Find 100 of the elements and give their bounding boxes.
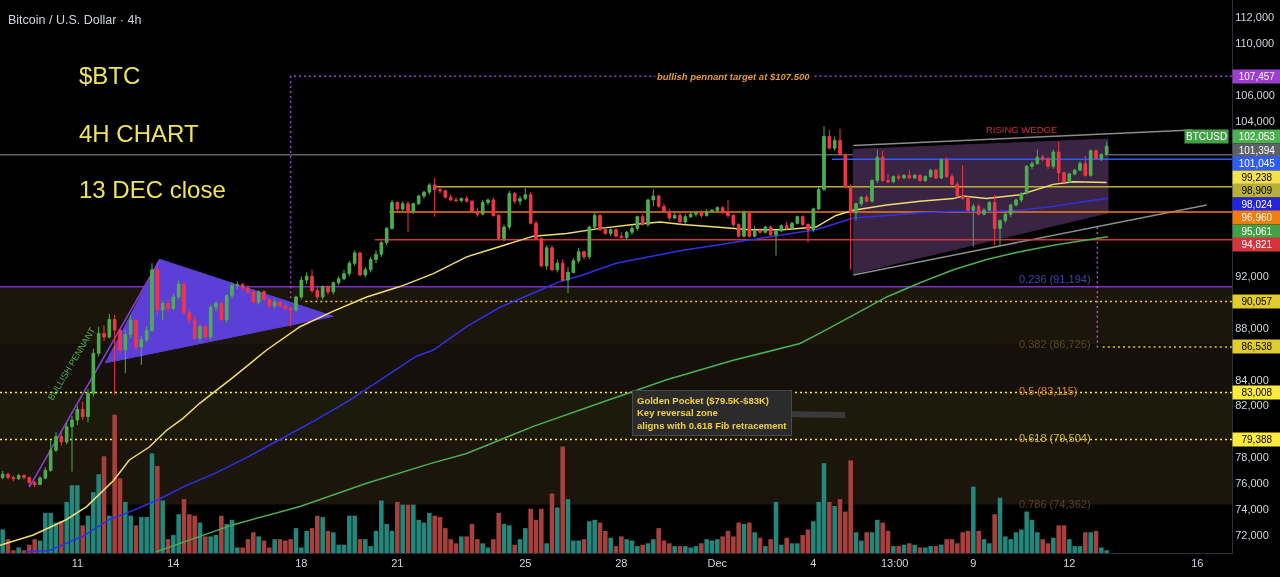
text: 98,024 xyxy=(1241,199,1273,210)
candlestick xyxy=(0,470,5,480)
bar xyxy=(917,547,923,553)
candlestick xyxy=(640,213,645,227)
data-label: 90,057 xyxy=(1241,296,1273,307)
candlestick xyxy=(768,225,773,237)
bar xyxy=(155,465,160,553)
candlestick xyxy=(123,328,128,374)
x-tick-label: 12 xyxy=(1063,557,1076,570)
candlestick xyxy=(592,212,597,229)
bar xyxy=(912,544,917,553)
bar xyxy=(976,530,981,553)
bar xyxy=(677,546,683,553)
candlestick xyxy=(400,200,405,213)
text: 102,053 xyxy=(1238,131,1276,142)
candlestick xyxy=(459,196,464,203)
bar xyxy=(1088,532,1093,553)
candlestick xyxy=(827,129,832,150)
x-tick-label: 4 xyxy=(810,557,817,570)
ref-line-label: 83,008 xyxy=(1241,387,1273,398)
candlestick xyxy=(1104,141,1109,157)
x-tick-label: 21 xyxy=(391,557,404,570)
candlestick xyxy=(1083,155,1088,178)
candlestick xyxy=(363,266,368,279)
candlestick xyxy=(491,196,496,218)
candlestick xyxy=(171,292,176,311)
bar xyxy=(512,544,517,553)
bar xyxy=(400,504,405,553)
annotation: 13 DEC close xyxy=(79,176,226,203)
candlestick xyxy=(576,247,581,264)
candlestick xyxy=(192,315,197,341)
candlestick xyxy=(16,473,21,481)
candlestick xyxy=(512,191,517,205)
candlestick xyxy=(160,300,165,321)
bar xyxy=(699,543,704,553)
annotation: Golden Pocket ($79.5K-$83K) Key reversal zone aligns with 0.618 Fib retracement xyxy=(637,395,788,431)
x-tick-label: 18 xyxy=(295,557,308,570)
candlestick xyxy=(608,227,613,237)
candlestick xyxy=(699,209,704,219)
candlestick xyxy=(560,258,565,282)
candlestick xyxy=(107,313,112,339)
candlestick xyxy=(59,430,64,447)
candlestick xyxy=(320,284,325,301)
bar xyxy=(544,543,549,553)
candlestick xyxy=(176,279,181,301)
annotation: 0.236 (91,194) xyxy=(1019,273,1091,285)
annotation: 0.786 (74,362) xyxy=(1019,498,1091,510)
data-label: 107,457 xyxy=(1238,71,1276,82)
y-tick-label: 112,000 xyxy=(1235,11,1275,24)
data-label: 98,909 xyxy=(1241,185,1273,196)
candlestick xyxy=(1088,148,1093,178)
annotation: RISING WEDGE xyxy=(986,124,1058,135)
data-label: 101,045 xyxy=(1238,158,1276,169)
bar xyxy=(59,521,64,553)
candlestick xyxy=(326,284,330,295)
candlestick xyxy=(32,480,37,488)
x-tick-label: 11 xyxy=(71,557,84,570)
candlestick xyxy=(406,200,410,233)
x-tick-label: 9 xyxy=(970,557,977,570)
candlestick xyxy=(907,169,912,180)
x-tick-label: 25 xyxy=(519,557,532,570)
candlestick xyxy=(272,299,277,310)
candlestick xyxy=(166,299,170,313)
candlestick xyxy=(939,158,944,180)
x-tick-label: Dec xyxy=(707,557,728,570)
bar xyxy=(560,446,565,553)
bar xyxy=(107,515,112,553)
candlestick xyxy=(971,203,976,247)
y-tick-label: 76,000 xyxy=(1235,477,1269,490)
candlestick xyxy=(976,203,981,216)
y-tick-label: 104,000 xyxy=(1235,114,1275,127)
candlestick xyxy=(934,168,938,180)
text: 95,061 xyxy=(1241,226,1273,237)
candlestick xyxy=(1051,148,1056,170)
candlestick xyxy=(102,324,106,342)
candlestick xyxy=(304,271,309,285)
candlestick xyxy=(811,207,816,233)
bar xyxy=(784,537,789,553)
candlestick xyxy=(678,212,682,225)
bar xyxy=(907,543,912,553)
candlestick xyxy=(864,194,869,203)
candlestick xyxy=(736,222,741,238)
candlestick xyxy=(928,168,933,179)
bar xyxy=(1083,532,1088,553)
candlestick xyxy=(902,173,906,179)
annotation: 0.618 (79,504) xyxy=(1019,432,1091,444)
candlestick xyxy=(683,213,688,225)
candlestick xyxy=(134,318,138,351)
bar xyxy=(992,514,997,553)
y-tick-label: 106,000 xyxy=(1235,88,1275,101)
bar xyxy=(640,544,645,553)
candlestick xyxy=(891,174,896,184)
x-tick-label: 13:00 xyxy=(880,557,909,570)
candlestick xyxy=(763,225,768,235)
candlestick xyxy=(582,249,586,260)
candlestick xyxy=(219,301,224,323)
candlestick xyxy=(256,289,261,306)
candlestick xyxy=(198,323,202,343)
annotation: bullish pennant target at $107.500 xyxy=(657,71,811,82)
candlestick xyxy=(1094,148,1098,161)
